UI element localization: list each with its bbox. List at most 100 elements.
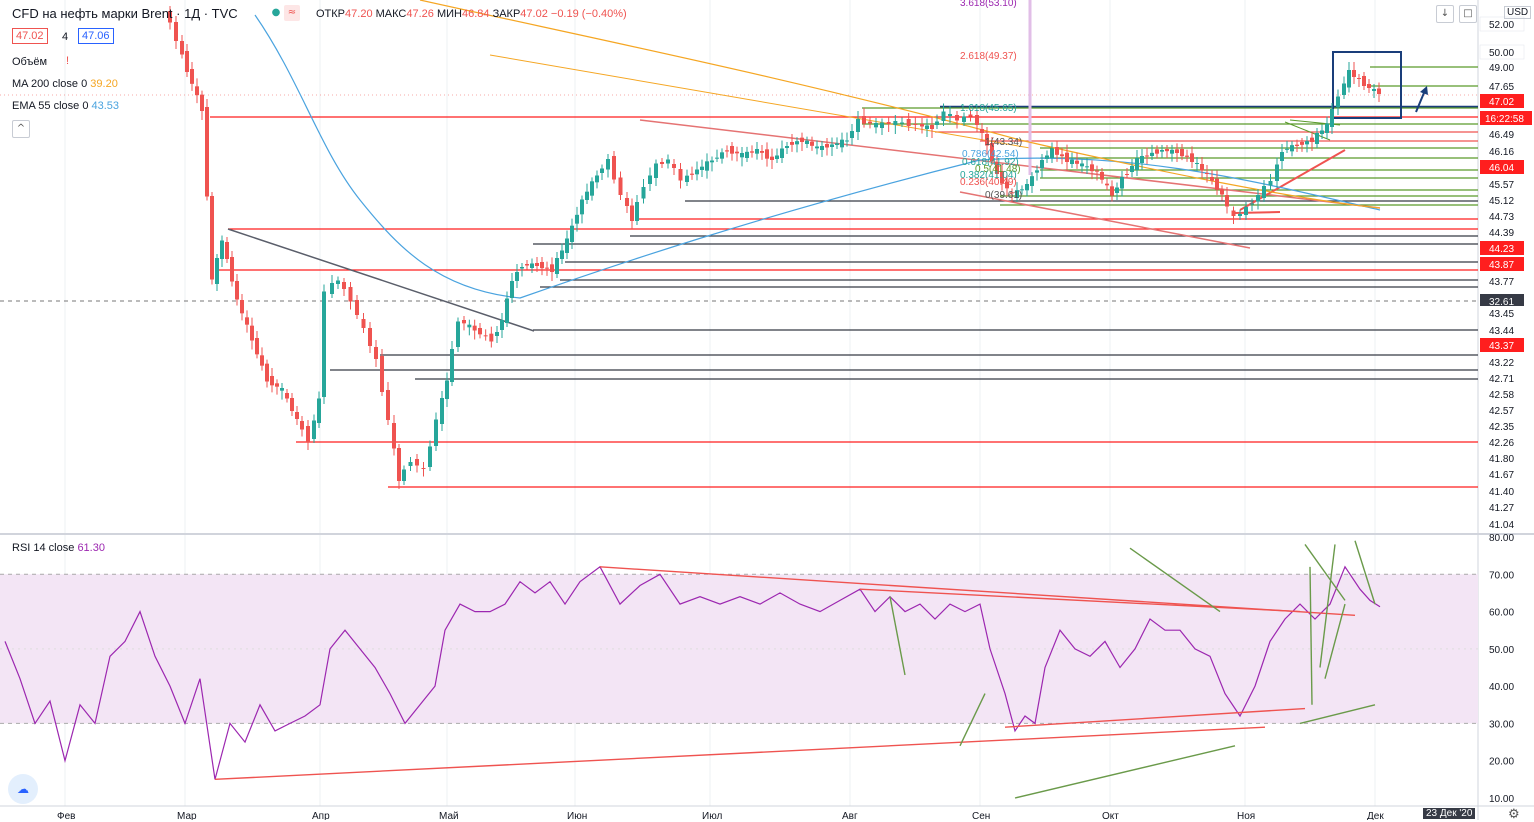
- candle-body: [397, 448, 401, 481]
- price-label: 43.22: [1480, 355, 1524, 369]
- volume-indicator-label[interactable]: Объём: [12, 56, 48, 68]
- rsi-pane: 80.00 70.00 60.00 50.00 40.00 30.00 20.00 10.00: [0, 533, 1514, 805]
- fib-label: 0(39.61): [985, 190, 1022, 201]
- candle: [180, 35, 184, 59]
- candle: [725, 145, 729, 158]
- candle-body: [1130, 166, 1134, 172]
- candle-body: [1000, 171, 1004, 184]
- fibonacci-extension: 3.618(53.10) 2.618(49.37) 1.618(45.65) 1(43…: [960, 0, 1022, 201]
- candle-body: [1310, 137, 1314, 142]
- candle: [815, 140, 819, 155]
- candle: [1325, 116, 1329, 139]
- candle-body: [654, 163, 658, 178]
- market-status-icon: ●: [268, 5, 284, 21]
- download-icon[interactable]: ↓: [1436, 5, 1454, 23]
- candle-body: [765, 149, 769, 159]
- candle: [795, 137, 799, 153]
- candle-body: [1005, 181, 1009, 189]
- price-label-bg: [1480, 94, 1524, 108]
- tradingview-logo-icon[interactable]: ☁: [8, 774, 38, 804]
- candle-body: [1285, 148, 1289, 150]
- candle-body: [317, 398, 321, 423]
- ma200-label[interactable]: MA 200 close 0 39.20: [12, 78, 118, 90]
- candle-body: [850, 131, 854, 138]
- candle-body: [1030, 176, 1034, 186]
- rsi-trend-line: [1004, 707, 1306, 728]
- rsi-trend-line: [1309, 566, 1313, 705]
- candle-body: [770, 156, 774, 160]
- candle: [930, 117, 934, 138]
- countdown-text: 16:22:58: [1485, 114, 1524, 125]
- candle-body: [990, 143, 994, 161]
- candle-body: [1090, 164, 1094, 172]
- settings-gear-icon[interactable]: ⚙: [1508, 806, 1520, 821]
- price-axis[interactable]: 52.00 50.00 49.00 47.65 47.02 46.49 46.16 46.04…: [1479, 16, 1532, 531]
- candle-body: [270, 376, 274, 386]
- rsi-line: [4, 565, 1381, 780]
- candle-body: [710, 160, 714, 163]
- candle: [342, 278, 346, 296]
- candle-body: [1080, 163, 1084, 167]
- candle: [260, 347, 264, 371]
- trend-line: [489, 54, 1031, 149]
- candle: [1275, 157, 1279, 188]
- fib-label: 0.236(40.49): [960, 177, 1017, 188]
- warning-icon[interactable]: !: [66, 55, 70, 67]
- candle: [1065, 144, 1069, 171]
- candle: [695, 161, 699, 181]
- bid-price[interactable]: 47.02: [12, 28, 48, 44]
- rsi-axis-label: 80.00: [1489, 533, 1514, 544]
- candle: [705, 153, 709, 179]
- candle: [250, 317, 254, 350]
- price-label-bg: [1480, 79, 1524, 93]
- candle: [525, 260, 529, 270]
- price-label-bg: [1480, 306, 1524, 320]
- maximize-icon[interactable]: □: [1459, 5, 1477, 23]
- candle: [1280, 144, 1284, 169]
- candle: [955, 111, 959, 129]
- candle-body: [361, 319, 366, 328]
- time-axis[interactable]: Фев Мар Апр Май Июн Июл Авг Сен Окт Ноя Дек: [57, 811, 1384, 820]
- candle: [1190, 146, 1194, 168]
- candle: [215, 254, 219, 291]
- currency-label[interactable]: USD: [1504, 6, 1532, 19]
- candle: [805, 136, 809, 148]
- candle: [595, 170, 599, 189]
- approx-icon[interactable]: ≈: [284, 5, 300, 21]
- price-label: 45.57: [1480, 177, 1524, 191]
- candle-body: [785, 146, 789, 148]
- candle: [285, 389, 289, 403]
- candle-body: [975, 115, 979, 125]
- candle-body: [980, 129, 984, 133]
- collapse-legend-button[interactable]: ^: [12, 120, 30, 138]
- candle-body: [1256, 195, 1260, 202]
- candle-body: [1100, 172, 1104, 180]
- price-label-text: 45.12: [1489, 196, 1514, 207]
- price-label: 43.37: [1480, 338, 1524, 352]
- candle-body: [290, 398, 294, 411]
- candle: [1290, 141, 1294, 157]
- candle-body: [1352, 70, 1356, 77]
- candle: [612, 151, 616, 184]
- candle: [570, 218, 574, 249]
- candle-body: [1145, 155, 1149, 157]
- price-label-bg: [1480, 160, 1524, 174]
- candle-body: [245, 317, 249, 325]
- candle: [893, 115, 898, 134]
- fib-label: 0.618(41.92): [962, 157, 1019, 168]
- ema55-label[interactable]: EMA 55 close 0 43.53: [12, 100, 120, 112]
- price-label-bg: [1480, 274, 1524, 288]
- candle-body: [555, 258, 559, 274]
- candle-body: [930, 125, 934, 129]
- candle: [1285, 140, 1289, 153]
- ask-price[interactable]: 47.06: [78, 28, 114, 44]
- candle-body: [205, 107, 209, 197]
- rsi-label[interactable]: RSI 14 close 61.30: [12, 542, 105, 554]
- price-label-text: 50.00: [1489, 48, 1514, 59]
- price-label-bg: [1480, 517, 1524, 531]
- candle-body: [760, 151, 764, 153]
- candle: [245, 310, 249, 333]
- price-label-text: 43.22: [1489, 358, 1514, 369]
- candle-body: [810, 141, 814, 146]
